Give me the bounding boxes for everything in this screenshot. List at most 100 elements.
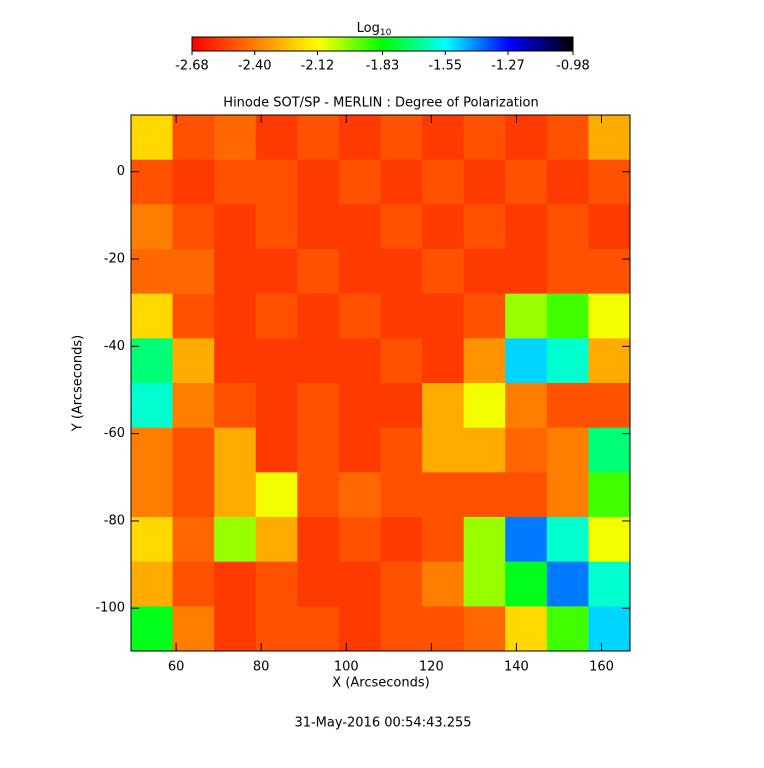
heatmap-cell	[546, 606, 589, 652]
y-tick-label: 0	[117, 164, 125, 179]
heatmap-cell	[338, 293, 381, 339]
heatmap-cell	[338, 338, 381, 384]
x-tick-label: 120	[419, 660, 444, 675]
heatmap-cell	[172, 293, 215, 339]
heatmap-cell	[172, 338, 215, 384]
heatmap-cell	[546, 427, 589, 473]
heatmap-cell	[338, 115, 381, 161]
heatmap-cell	[380, 517, 423, 563]
heatmap-cell	[297, 249, 340, 295]
heatmap-cell	[297, 561, 340, 607]
heatmap-cell	[463, 115, 506, 161]
heatmap-cell	[297, 115, 340, 161]
heatmap-cell	[214, 249, 257, 295]
heatmap-cell	[463, 606, 506, 652]
heatmap-cell	[505, 427, 548, 473]
heatmap-cell	[255, 383, 298, 429]
heatmap-cell	[505, 293, 548, 339]
heatmap-cell	[297, 293, 340, 339]
heatmap-cell	[422, 249, 465, 295]
heatmap-cell	[255, 517, 298, 563]
heatmap-cell	[422, 383, 465, 429]
heatmap-cell	[505, 159, 548, 205]
heatmap-cell	[422, 115, 465, 161]
y-tick-label: -60	[104, 426, 125, 441]
y-tick-label: -40	[104, 339, 125, 354]
heatmap-cell	[297, 338, 340, 384]
colorbar-label: Log10	[357, 21, 392, 38]
heatmap-cell	[380, 338, 423, 384]
heatmap-cell	[463, 159, 506, 205]
heatmap-cell	[172, 517, 215, 563]
heatmap-cell	[505, 338, 548, 384]
colorbar-tick-label: -1.83	[366, 59, 400, 74]
heatmap-cell	[131, 472, 174, 518]
x-tick-label: 80	[253, 660, 270, 675]
heatmap-cell	[131, 115, 174, 161]
heatmap-cell	[463, 293, 506, 339]
heatmap-cell	[338, 561, 381, 607]
heatmap-cell	[380, 561, 423, 607]
heatmap-cell	[463, 561, 506, 607]
heatmap-cell	[214, 293, 257, 339]
heatmap-cell	[422, 427, 465, 473]
heatmap-cell	[214, 517, 257, 563]
heatmap-cell	[588, 383, 631, 429]
heatmap-cell	[255, 249, 298, 295]
heatmap-cell	[380, 159, 423, 205]
colorbar-label-subscript: 10	[380, 28, 392, 38]
heatmap-cell	[422, 517, 465, 563]
heatmap-cell	[255, 472, 298, 518]
heatmap-cell	[380, 427, 423, 473]
heatmap-cell	[588, 293, 631, 339]
heatmap-cell	[172, 159, 215, 205]
heatmap-cell	[255, 159, 298, 205]
heatmap-cell	[214, 383, 257, 429]
heatmap-cell	[422, 561, 465, 607]
heatmap-cell	[588, 606, 631, 652]
heatmap-cell	[297, 383, 340, 429]
heatmap-cell	[297, 427, 340, 473]
heatmap-cell	[463, 427, 506, 473]
heatmap-cell	[172, 606, 215, 652]
heatmap-cell	[588, 204, 631, 250]
heatmap-cell	[338, 249, 381, 295]
heatmap-cell	[297, 606, 340, 652]
heatmap-cell	[380, 115, 423, 161]
heatmap-cell	[463, 517, 506, 563]
heatmap-cell	[172, 249, 215, 295]
heatmap-cell	[338, 517, 381, 563]
heatmap-cell	[131, 383, 174, 429]
heatmap-cell	[546, 159, 589, 205]
heatmap-cell	[546, 338, 589, 384]
heatmap-cell	[463, 472, 506, 518]
heatmap-cell	[131, 338, 174, 384]
heatmap-cell	[131, 606, 174, 652]
heatmap-cell	[214, 561, 257, 607]
heatmap-cell	[505, 383, 548, 429]
heatmap-cell	[422, 204, 465, 250]
heatmap-cell	[255, 427, 298, 473]
heatmap-cell	[546, 383, 589, 429]
heatmap-cell	[131, 561, 174, 607]
heatmap-cell	[463, 249, 506, 295]
heatmap-cell	[588, 249, 631, 295]
heatmap-cell	[131, 249, 174, 295]
heatmap-cell	[380, 249, 423, 295]
heatmap-cell	[588, 472, 631, 518]
colorbar-tick-label: -2.40	[238, 59, 272, 74]
y-tick-label: -20	[104, 252, 125, 267]
heatmap-cell	[588, 517, 631, 563]
colorbar-label-base: Log	[357, 21, 380, 36]
x-tick-label: 100	[334, 660, 359, 675]
x-tick-label: 160	[589, 660, 614, 675]
heatmap-cell	[588, 338, 631, 384]
colorbar	[191, 36, 574, 52]
heatmap-cell	[172, 427, 215, 473]
heatmap-cell	[255, 338, 298, 384]
heatmap-cell	[505, 561, 548, 607]
x-tick-label: 60	[168, 660, 185, 675]
heatmap-cell	[255, 293, 298, 339]
heatmap	[131, 115, 631, 652]
